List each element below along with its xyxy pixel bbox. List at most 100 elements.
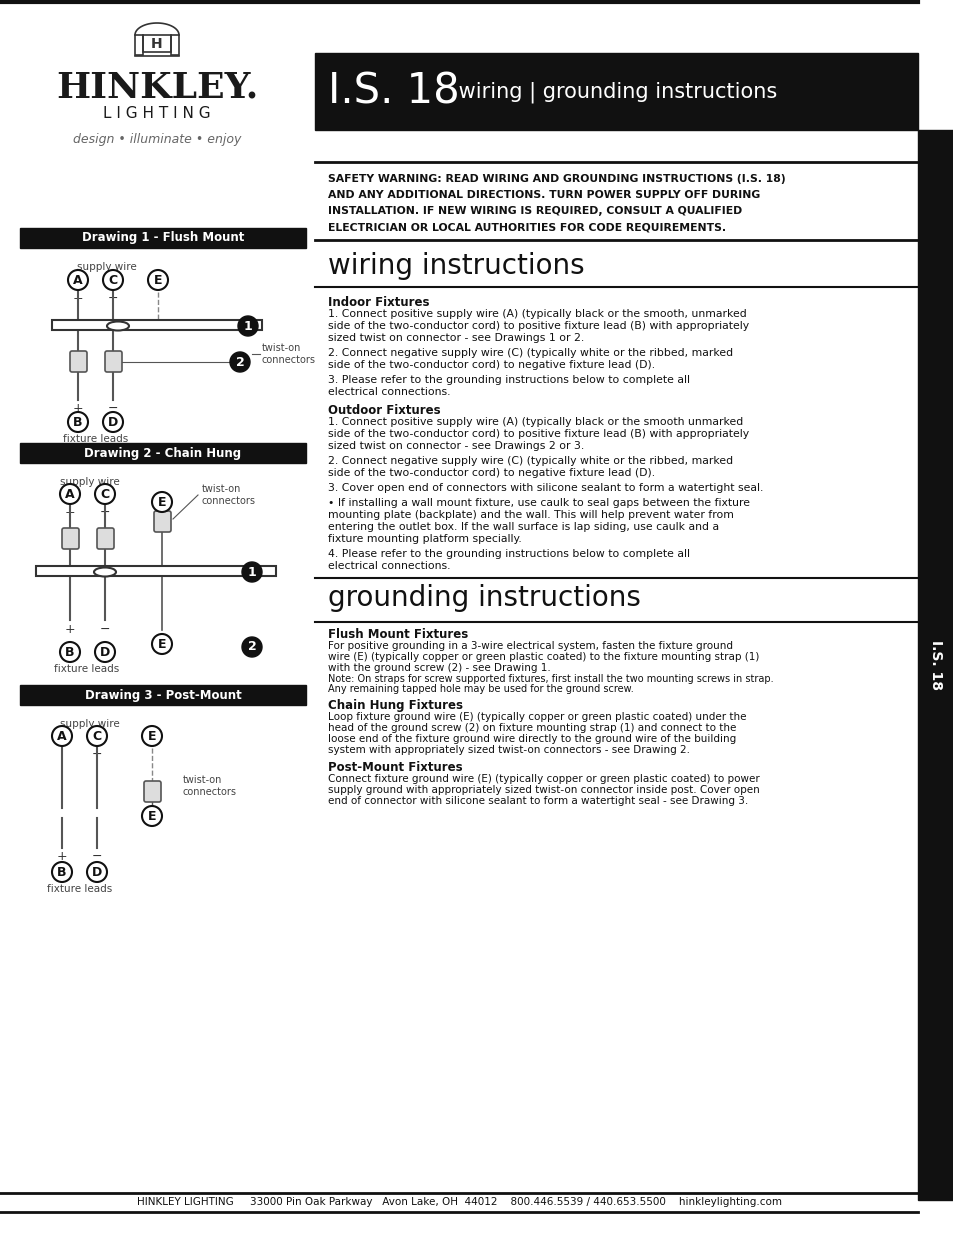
Text: Note: On straps for screw supported fixtures, first install the two mounting scr: Note: On straps for screw supported fixt… — [328, 674, 773, 684]
Circle shape — [148, 270, 168, 290]
FancyBboxPatch shape — [105, 351, 122, 372]
Text: • If installing a wall mount fixture, use caulk to seal gaps between the fixture: • If installing a wall mount fixture, us… — [328, 498, 749, 508]
Circle shape — [95, 642, 115, 662]
Text: 2: 2 — [235, 356, 244, 368]
Text: 2: 2 — [248, 641, 256, 653]
Text: −: − — [100, 622, 111, 636]
Text: Connect fixture ground wire (E) (typically copper or green plastic coated) to po: Connect fixture ground wire (E) (typical… — [328, 774, 759, 784]
Bar — [171, 35, 179, 56]
Circle shape — [242, 562, 262, 582]
Circle shape — [87, 862, 107, 882]
Text: side of the two-conductor cord) to negative fixture lead (D).: side of the two-conductor cord) to negat… — [328, 359, 655, 370]
Text: C: C — [92, 730, 101, 742]
Text: electrical connections.: electrical connections. — [328, 561, 450, 571]
Text: +: + — [72, 291, 83, 305]
Text: supply wire: supply wire — [60, 477, 120, 487]
Text: Drawing 2 - Chain Hung: Drawing 2 - Chain Hung — [85, 447, 241, 459]
Text: D: D — [100, 646, 110, 658]
Circle shape — [103, 270, 123, 290]
Text: head of the ground screw (2) on fixture mounting strap (1) and connect to the: head of the ground screw (2) on fixture … — [328, 722, 736, 734]
Circle shape — [230, 352, 250, 372]
FancyBboxPatch shape — [144, 781, 161, 802]
Text: Flush Mount Fixtures: Flush Mount Fixtures — [328, 629, 468, 641]
Text: E: E — [153, 273, 162, 287]
Text: L I G H T I N G: L I G H T I N G — [103, 106, 211, 121]
Bar — [20, 443, 306, 463]
Text: A: A — [65, 488, 74, 500]
Bar — [135, 35, 143, 56]
Circle shape — [152, 492, 172, 513]
Text: Outdoor Fixtures: Outdoor Fixtures — [328, 404, 440, 417]
Text: wiring | grounding instructions: wiring | grounding instructions — [452, 82, 777, 103]
Text: B: B — [73, 415, 83, 429]
FancyBboxPatch shape — [62, 529, 79, 550]
Circle shape — [103, 412, 123, 432]
Text: HINKLEY.: HINKLEY. — [56, 70, 258, 105]
Text: fixture leads: fixture leads — [63, 433, 129, 445]
Text: D: D — [91, 866, 102, 878]
Text: mounting plate (backplate) and the wall. This will help prevent water from: mounting plate (backplate) and the wall.… — [328, 510, 733, 520]
Text: sized twist on connector - see Drawings 1 or 2.: sized twist on connector - see Drawings … — [328, 333, 583, 343]
Circle shape — [142, 726, 162, 746]
Bar — [36, 566, 275, 576]
Ellipse shape — [107, 321, 129, 331]
Bar — [20, 228, 306, 248]
Text: H: H — [151, 37, 163, 51]
Text: side of the two-conductor cord) to negative fixture lead (D).: side of the two-conductor cord) to negat… — [328, 468, 655, 478]
Text: 1. Connect positive supply wire (A) (typically black or the smooth, unmarked: 1. Connect positive supply wire (A) (typ… — [328, 309, 746, 319]
Text: side of the two-conductor cord) to positive fixture lead (B) with appropriately: side of the two-conductor cord) to posit… — [328, 321, 748, 331]
Text: Indoor Fixtures: Indoor Fixtures — [328, 296, 429, 309]
Text: Drawing 1 - Flush Mount: Drawing 1 - Flush Mount — [82, 231, 244, 245]
Text: grounding instructions: grounding instructions — [328, 584, 640, 613]
Text: 1: 1 — [248, 566, 256, 578]
Text: Chain Hung Fixtures: Chain Hung Fixtures — [328, 699, 462, 713]
Text: fixture mounting platform specially.: fixture mounting platform specially. — [328, 534, 521, 543]
Bar — [314, 53, 917, 130]
Text: supply wire: supply wire — [60, 719, 120, 729]
Text: side of the two-conductor cord) to positive fixture lead (B) with appropriately: side of the two-conductor cord) to posit… — [328, 429, 748, 438]
Text: A: A — [73, 273, 83, 287]
Text: entering the outlet box. If the wall surface is lap siding, use caulk and a: entering the outlet box. If the wall sur… — [328, 522, 719, 532]
Circle shape — [52, 862, 71, 882]
Text: C: C — [109, 273, 117, 287]
Text: ELECTRICIAN OR LOCAL AUTHORITIES FOR CODE REQUIREMENTS.: ELECTRICIAN OR LOCAL AUTHORITIES FOR COD… — [328, 222, 725, 232]
Text: system with appropriately sized twist-on connectors - see Drawing 2.: system with appropriately sized twist-on… — [328, 745, 689, 755]
Text: +: + — [65, 506, 75, 519]
Text: 1: 1 — [243, 320, 253, 332]
Text: +: + — [56, 850, 68, 863]
Text: end of connector with silicone sealant to form a watertight seal - see Drawing 3: end of connector with silicone sealant t… — [328, 797, 747, 806]
Text: E: E — [157, 637, 166, 651]
Text: wiring instructions: wiring instructions — [328, 252, 584, 280]
Text: B: B — [65, 646, 74, 658]
Text: −: − — [108, 291, 118, 305]
Text: 4. Please refer to the grounding instructions below to complete all: 4. Please refer to the grounding instruc… — [328, 550, 689, 559]
Text: fixture leads: fixture leads — [54, 664, 119, 674]
Bar — [917, 130, 953, 1200]
Circle shape — [142, 806, 162, 826]
Text: sized twist on connector - see Drawings 2 or 3.: sized twist on connector - see Drawings … — [328, 441, 583, 451]
Circle shape — [152, 634, 172, 655]
Text: I.S. 18: I.S. 18 — [328, 70, 459, 112]
Text: HINKLEY LIGHTING     33000 Pin Oak Parkway   Avon Lake, OH  44012    800.446.553: HINKLEY LIGHTING 33000 Pin Oak Parkway A… — [137, 1197, 781, 1207]
Bar — [52, 320, 262, 330]
Circle shape — [95, 484, 115, 504]
Text: Drawing 3 - Post-Mount: Drawing 3 - Post-Mount — [85, 688, 241, 701]
Text: SAFETY WARNING: READ WIRING AND GROUNDING INSTRUCTIONS (I.S. 18): SAFETY WARNING: READ WIRING AND GROUNDIN… — [328, 174, 785, 184]
Text: +: + — [72, 403, 83, 415]
Circle shape — [87, 726, 107, 746]
Text: E: E — [148, 730, 156, 742]
Text: E: E — [148, 809, 156, 823]
Text: B: B — [57, 866, 67, 878]
Bar — [20, 685, 306, 705]
Text: Loop fixture ground wire (E) (typically copper or green plastic coated) under th: Loop fixture ground wire (E) (typically … — [328, 713, 745, 722]
Text: −: − — [91, 748, 102, 761]
FancyBboxPatch shape — [70, 351, 87, 372]
Text: 2. Connect negative supply wire (C) (typically white or the ribbed, marked: 2. Connect negative supply wire (C) (typ… — [328, 456, 732, 466]
Text: 3. Please refer to the grounding instructions below to complete all: 3. Please refer to the grounding instruc… — [328, 375, 689, 385]
Text: −: − — [100, 506, 111, 519]
Circle shape — [60, 642, 80, 662]
Text: design • illuminate • enjoy: design • illuminate • enjoy — [72, 133, 241, 147]
Text: supply wire: supply wire — [77, 262, 136, 272]
Circle shape — [237, 316, 257, 336]
Text: 2. Connect negative supply wire (C) (typically white or the ribbed, marked: 2. Connect negative supply wire (C) (typ… — [328, 348, 732, 358]
